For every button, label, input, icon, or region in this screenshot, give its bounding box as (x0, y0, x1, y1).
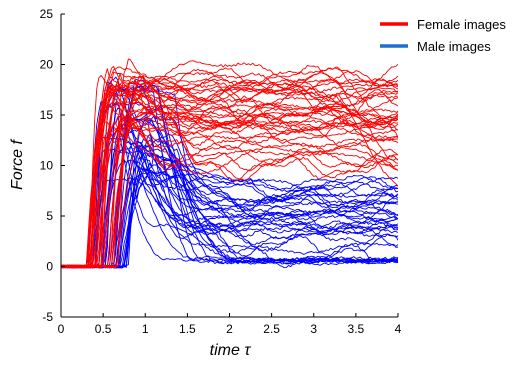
male-trace-line (61, 85, 398, 269)
x-tick-label: 0.5 (95, 322, 112, 336)
female-trace-line (61, 94, 398, 269)
legend-label: Male images (417, 39, 491, 54)
female-trace-line (61, 100, 398, 269)
y-tick-label: 10 (40, 159, 54, 173)
male-trace-line (61, 175, 398, 269)
female-trace-line (61, 70, 398, 268)
female-trace-line (61, 85, 398, 269)
female-trace-line (61, 118, 398, 269)
female-trace-line (61, 89, 398, 269)
y-tick-label: -5 (42, 310, 53, 324)
female-trace-line (61, 101, 398, 269)
female-trace-line (61, 117, 398, 269)
x-tick-labels: 0 0.5 1 1.5 2 2.5 3 3.5 4 (58, 322, 402, 336)
female-trace-line (61, 67, 398, 269)
male-trace-line (61, 149, 398, 269)
x-tick-label: 3 (310, 322, 317, 336)
y-tick-label: 20 (40, 58, 54, 72)
female-trace-line (61, 115, 398, 269)
y-tick-labels: -5 0 5 10 15 20 25 (40, 7, 54, 324)
female-trace-line (61, 118, 398, 268)
female-trace-line (61, 123, 398, 269)
female-trace-line (61, 78, 398, 269)
y-tick-label: 0 (46, 260, 53, 274)
male-trace-line (61, 107, 398, 269)
female-trace-line (61, 75, 398, 269)
female-trace-line (61, 74, 398, 269)
male-trace-line (61, 91, 398, 269)
female-trace-line (61, 75, 398, 269)
female-trace-line (61, 75, 398, 269)
x-tick-label: 4 (395, 322, 402, 336)
legend-label: Female images (417, 17, 506, 32)
legend: Female images Male images (380, 17, 506, 54)
male-trace-line (61, 84, 398, 269)
y-axis-label: Force f (9, 139, 26, 190)
axes (60, 13, 399, 318)
x-tick-label: 3.5 (348, 322, 365, 336)
plot-area (61, 58, 398, 269)
y-tick-label: 5 (46, 209, 53, 223)
female-trace-line (61, 60, 398, 269)
y-tick-label: 15 (40, 108, 54, 122)
x-tick-label: 0 (58, 322, 65, 336)
male-trace-line (61, 84, 398, 269)
male-trace-line (61, 153, 398, 269)
x-tick-label: 2 (226, 322, 233, 336)
male-trace-line (61, 148, 398, 269)
x-tick-label: 2.5 (263, 322, 280, 336)
x-axis-label: time τ (210, 342, 252, 359)
male-trace-line (61, 115, 398, 269)
female-trace-line (61, 85, 398, 269)
x-tick-label: 1 (142, 322, 149, 336)
y-tick-label: 25 (40, 7, 54, 21)
x-tick-label: 1.5 (179, 322, 196, 336)
female-trace-line (61, 94, 398, 268)
